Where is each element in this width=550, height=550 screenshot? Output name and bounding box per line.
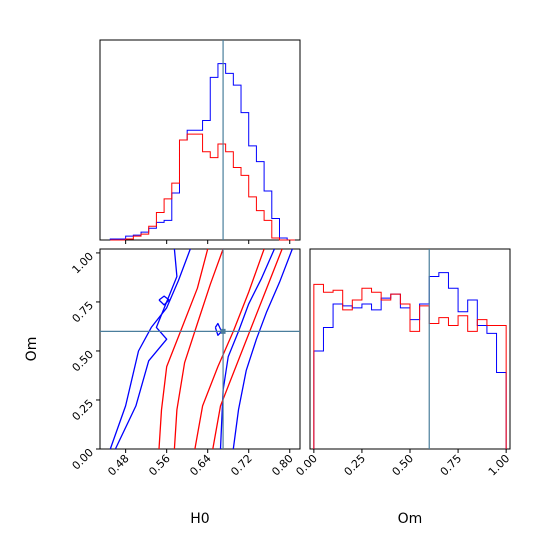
contour-panel: 0.48 0.56 0.64 0.72 0.80 0.00 0.25 0.50 0.75 1.0…	[24, 248, 301, 527]
om-tick-label: 0.75	[70, 299, 97, 326]
h0-histogram-series-0	[109, 63, 295, 241]
h0-tick-label: 0.80	[269, 452, 296, 479]
h0-tick-label: 0.64	[187, 452, 214, 479]
contour-series-0-line-4	[158, 295, 170, 306]
om-marginal-tick-label: 0.75	[438, 452, 465, 479]
h0-tick-label: 0.48	[105, 452, 132, 479]
truth-point-marker	[220, 328, 226, 334]
h0-histogram-series-1	[110, 133, 295, 241]
x-axis-label-h0: H0	[190, 511, 209, 527]
om-marginal-tick-label: 0.50	[390, 452, 417, 479]
om-marginal-panel: 0.00 0.25 0.50 0.75 1.00 Om	[293, 248, 513, 527]
contour-series-1-line-1	[194, 248, 265, 450]
contour-series-1-line-0	[158, 248, 209, 450]
contour-series-0-line-0	[109, 248, 191, 450]
om-marginal-tick-label: 1.00	[486, 452, 513, 479]
contour-series-1-line-2	[173, 248, 224, 450]
om-marginal-tick-label: 0.25	[342, 452, 369, 479]
om-tick-label: 1.00	[70, 250, 97, 277]
h0-tick-label: 0.72	[228, 452, 255, 479]
om-histogram-series-1	[313, 283, 507, 449]
y-axis-label-om: Om	[24, 337, 40, 362]
om-tick-label: 0.25	[70, 397, 97, 424]
h0-marginal-panel	[99, 39, 301, 244]
om-marginal-frame	[309, 248, 511, 450]
h0-marginal-frame	[99, 39, 301, 241]
h0-tick-label: 0.56	[146, 452, 173, 479]
om-marginal-tick-label: 0.00	[293, 452, 320, 479]
x-axis-label-om: Om	[398, 511, 423, 527]
contour-series-0-line-1	[219, 248, 275, 450]
om-tick-label: 0.00	[70, 446, 97, 473]
contour-series-0-line-2	[114, 248, 178, 450]
om-tick-label: 0.50	[70, 348, 97, 375]
contour-series-0-line-3	[232, 248, 293, 450]
contour-frame	[99, 248, 301, 450]
contour-series-1-line-3	[212, 248, 283, 450]
